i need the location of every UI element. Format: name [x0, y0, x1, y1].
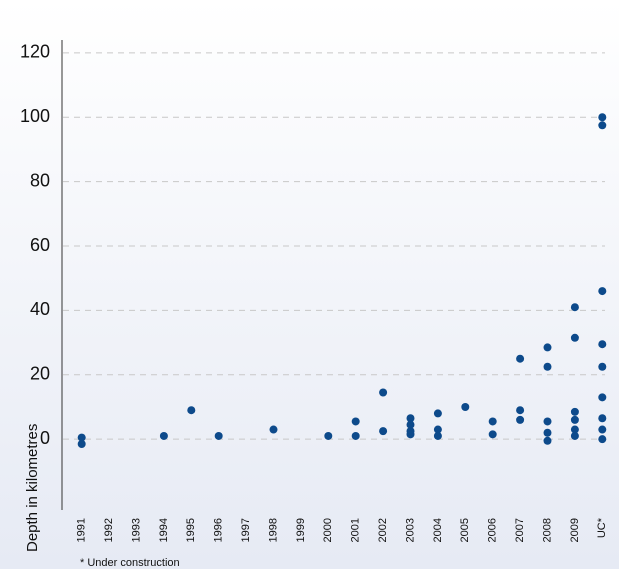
data-point	[187, 406, 196, 415]
x-tick-label: 1994	[158, 518, 170, 542]
x-tick-label: 1998	[267, 518, 279, 542]
data-point	[488, 430, 497, 439]
x-tick-label: 2004	[432, 518, 444, 542]
x-tick-label: 1991	[76, 518, 88, 542]
data-point	[598, 425, 607, 434]
data-point	[570, 407, 579, 416]
data-point	[598, 340, 607, 349]
data-point	[406, 414, 415, 423]
data-point	[379, 388, 388, 397]
data-point	[598, 362, 607, 371]
data-point	[598, 393, 607, 402]
data-point	[461, 402, 470, 411]
data-point	[269, 425, 278, 434]
data-point	[159, 431, 168, 440]
data-point	[543, 436, 552, 445]
data-point	[406, 430, 415, 439]
data-point	[433, 425, 442, 434]
data-point	[543, 362, 552, 371]
data-point	[598, 113, 607, 122]
x-tick-label: 2000	[322, 518, 334, 542]
data-point	[77, 433, 86, 442]
y-tick-label: 40	[30, 299, 50, 319]
y-tick-label: 80	[30, 170, 50, 190]
x-tick-label: 1995	[185, 518, 197, 542]
y-tick-label: 120	[20, 42, 50, 62]
data-point	[570, 333, 579, 342]
x-tick-label: 2007	[514, 518, 526, 542]
data-point	[570, 425, 579, 434]
data-point	[433, 431, 442, 440]
x-tick-label: 2008	[541, 518, 553, 542]
data-point	[351, 417, 360, 426]
y-axis-label: Depth in kilometres	[24, 424, 41, 552]
data-point	[516, 415, 525, 424]
data-point	[516, 354, 525, 363]
x-tick-label: 2005	[459, 518, 471, 542]
data-point	[214, 431, 223, 440]
data-point	[543, 343, 552, 352]
x-tick-label: 2002	[377, 518, 389, 542]
y-tick-label: 60	[30, 235, 50, 255]
data-point	[406, 420, 415, 429]
data-point	[598, 287, 607, 296]
data-point	[379, 427, 388, 436]
y-tick-label: 100	[20, 106, 50, 126]
data-point	[570, 431, 579, 440]
data-point	[543, 428, 552, 437]
x-tick-label: 1993	[130, 518, 142, 542]
x-tick-label: 1992	[103, 518, 115, 542]
data-point	[516, 406, 525, 415]
x-tick-label: 2006	[487, 518, 499, 542]
x-tick-label: 2009	[569, 518, 581, 542]
data-point	[488, 417, 497, 426]
footnote: * Under construction	[80, 557, 180, 569]
data-point	[598, 121, 607, 130]
x-tick-label: 2001	[350, 518, 362, 542]
data-point	[570, 303, 579, 312]
data-point	[77, 440, 86, 449]
data-point	[351, 431, 360, 440]
x-tick-label: 1999	[295, 518, 307, 542]
data-point	[543, 417, 552, 426]
data-point	[433, 409, 442, 418]
data-point	[598, 435, 607, 444]
x-tick-label: 1996	[213, 518, 225, 542]
x-tick-label: 1997	[240, 518, 252, 542]
y-tick-label: 20	[30, 364, 50, 384]
data-point	[570, 415, 579, 424]
data-point	[598, 414, 607, 423]
x-tick-label: 2003	[404, 518, 416, 542]
x-tick-label: UC*	[596, 517, 608, 538]
data-point	[324, 431, 333, 440]
y-tick-label: 0	[40, 428, 50, 448]
